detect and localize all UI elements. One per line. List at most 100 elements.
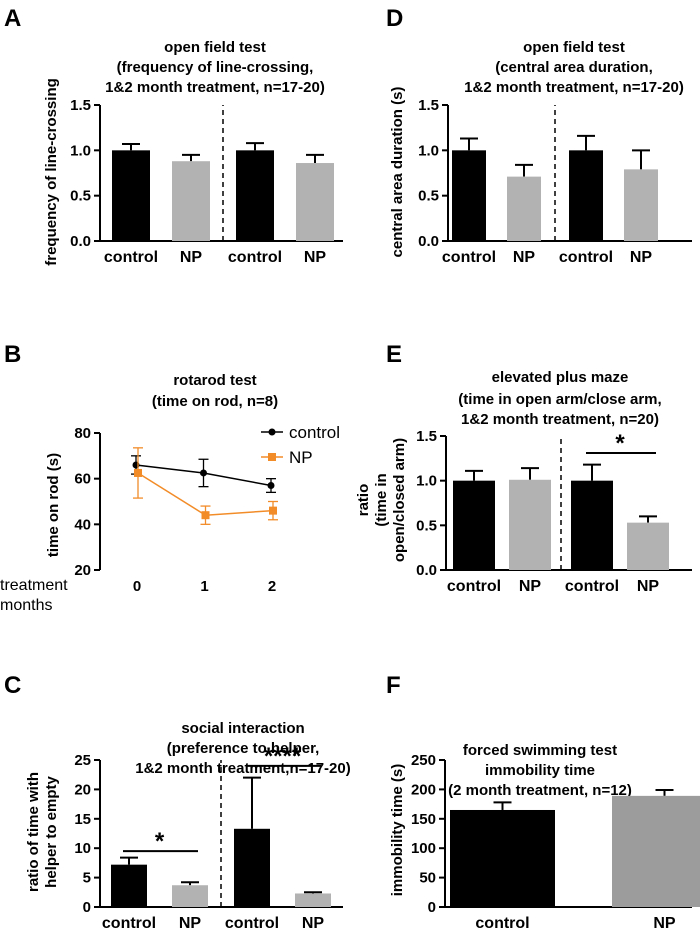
y-tick-label: 150	[411, 811, 436, 828]
x-category-label: NP	[653, 915, 676, 932]
y-tick-label: 1.0	[418, 142, 439, 159]
bar-np	[509, 479, 551, 570]
panel-label: D	[386, 5, 403, 32]
chart-title-line: 1&2 month treatment, n=17-20)	[464, 79, 684, 96]
panel-label: A	[4, 5, 21, 32]
y-tick-label: 10	[74, 840, 91, 857]
panel-label: E	[386, 341, 402, 368]
bar-control	[112, 150, 150, 241]
legend-marker	[268, 453, 276, 461]
bar-control	[234, 828, 270, 907]
y-tick-label: 0	[83, 899, 91, 916]
y-axis-label: (time in	[373, 473, 390, 526]
y-tick-label: 250	[411, 752, 436, 769]
bar-np	[627, 522, 669, 570]
chart-title-line: open field test	[523, 39, 625, 56]
x-tick-label: 1	[200, 578, 208, 595]
y-tick-label: 1.0	[416, 473, 437, 490]
y-tick-label: 200	[411, 781, 436, 798]
x-category-label: NP	[180, 249, 203, 266]
x-category-label: control	[565, 578, 619, 595]
y-tick-label: 1.5	[70, 97, 91, 114]
chart-title-line: (time in open arm/close arm,	[458, 391, 661, 408]
x-category-label: NP	[304, 249, 327, 266]
y-tick-label: 1.0	[70, 142, 91, 159]
y-axis-label: ratio	[355, 484, 372, 517]
bar-control	[453, 480, 495, 570]
x-category-label: control	[228, 249, 282, 266]
chart-title-line: 1&2 month treatment,n=17-20)	[135, 760, 350, 777]
data-point	[200, 469, 207, 477]
x-category-label: control	[559, 249, 613, 266]
bar-control	[569, 150, 603, 241]
legend-marker	[268, 428, 276, 436]
x-category-label: control	[442, 249, 496, 266]
y-axis-label: time on rod (s)	[45, 453, 62, 557]
y-tick-label: 0.5	[416, 517, 437, 534]
x-category-label: control	[447, 578, 501, 595]
bar-np	[172, 161, 210, 241]
bar-np	[295, 893, 331, 907]
y-tick-label: 20	[74, 562, 91, 579]
x-axis-label: treatment	[0, 577, 68, 594]
bar-np	[507, 176, 541, 241]
x-axis-label: months	[0, 597, 52, 614]
chart-title-line: 1&2 month treatment, n=20)	[461, 411, 659, 428]
bar-np	[172, 885, 208, 907]
bar-np	[612, 795, 700, 907]
chart-title-line: (preference to helper,	[167, 740, 320, 757]
y-tick-label: 80	[74, 425, 91, 442]
chart-title-line: elevated plus maze	[492, 369, 629, 386]
y-tick-label: 0	[428, 899, 436, 916]
x-tick-label: 0	[133, 578, 141, 595]
x-category-label: NP	[519, 578, 542, 595]
y-tick-label: 25	[74, 752, 91, 769]
y-axis-label: open/closed arm)	[391, 438, 408, 562]
y-axis-label: central area duration (s)	[389, 87, 406, 258]
y-tick-label: 50	[419, 870, 436, 887]
significance-stars: ****	[264, 743, 302, 770]
x-category-label: control	[225, 915, 279, 932]
y-tick-label: 1.5	[418, 97, 439, 114]
panel-label: B	[4, 341, 21, 368]
y-tick-label: 100	[411, 840, 436, 857]
x-category-label: control	[104, 249, 158, 266]
bar-control	[571, 480, 613, 570]
y-tick-label: 0.0	[416, 562, 437, 579]
chart-title-line: 1&2 month treatment, n=17-20)	[105, 79, 325, 96]
data-point	[269, 506, 277, 515]
bar-control	[452, 150, 486, 241]
x-category-label: control	[102, 915, 156, 932]
data-point	[201, 511, 210, 520]
panel-label: F	[386, 672, 401, 699]
chart-title-line: (2 month treatment, n=12)	[448, 782, 632, 799]
y-tick-label: 0.0	[70, 233, 91, 250]
y-tick-label: 0.0	[418, 233, 439, 250]
bar-np	[624, 169, 658, 241]
x-category-label: NP	[630, 249, 653, 266]
x-category-label: NP	[637, 578, 660, 595]
x-category-label: NP	[513, 249, 536, 266]
y-tick-label: 60	[74, 471, 91, 488]
chart-title-line: (time on rod, n=8)	[152, 393, 278, 410]
legend-label: control	[289, 423, 340, 442]
bar-control	[111, 864, 147, 907]
significance-stars: *	[615, 430, 625, 457]
chart-title-line: (central area duration,	[495, 59, 653, 76]
chart-title-line: social interaction	[181, 720, 304, 737]
chart-title-line: forced swimming test	[463, 742, 617, 759]
bar-control	[236, 150, 274, 241]
chart-title-line: (frequency of line-crossing,	[117, 59, 314, 76]
significance-stars: *	[155, 828, 165, 855]
y-axis-label: helper to empty	[43, 775, 60, 887]
chart-title-line: open field test	[164, 39, 266, 56]
chart-title-line: rotarod test	[173, 372, 256, 389]
data-point	[134, 468, 142, 477]
y-axis-label: immobility time (s)	[389, 764, 406, 897]
